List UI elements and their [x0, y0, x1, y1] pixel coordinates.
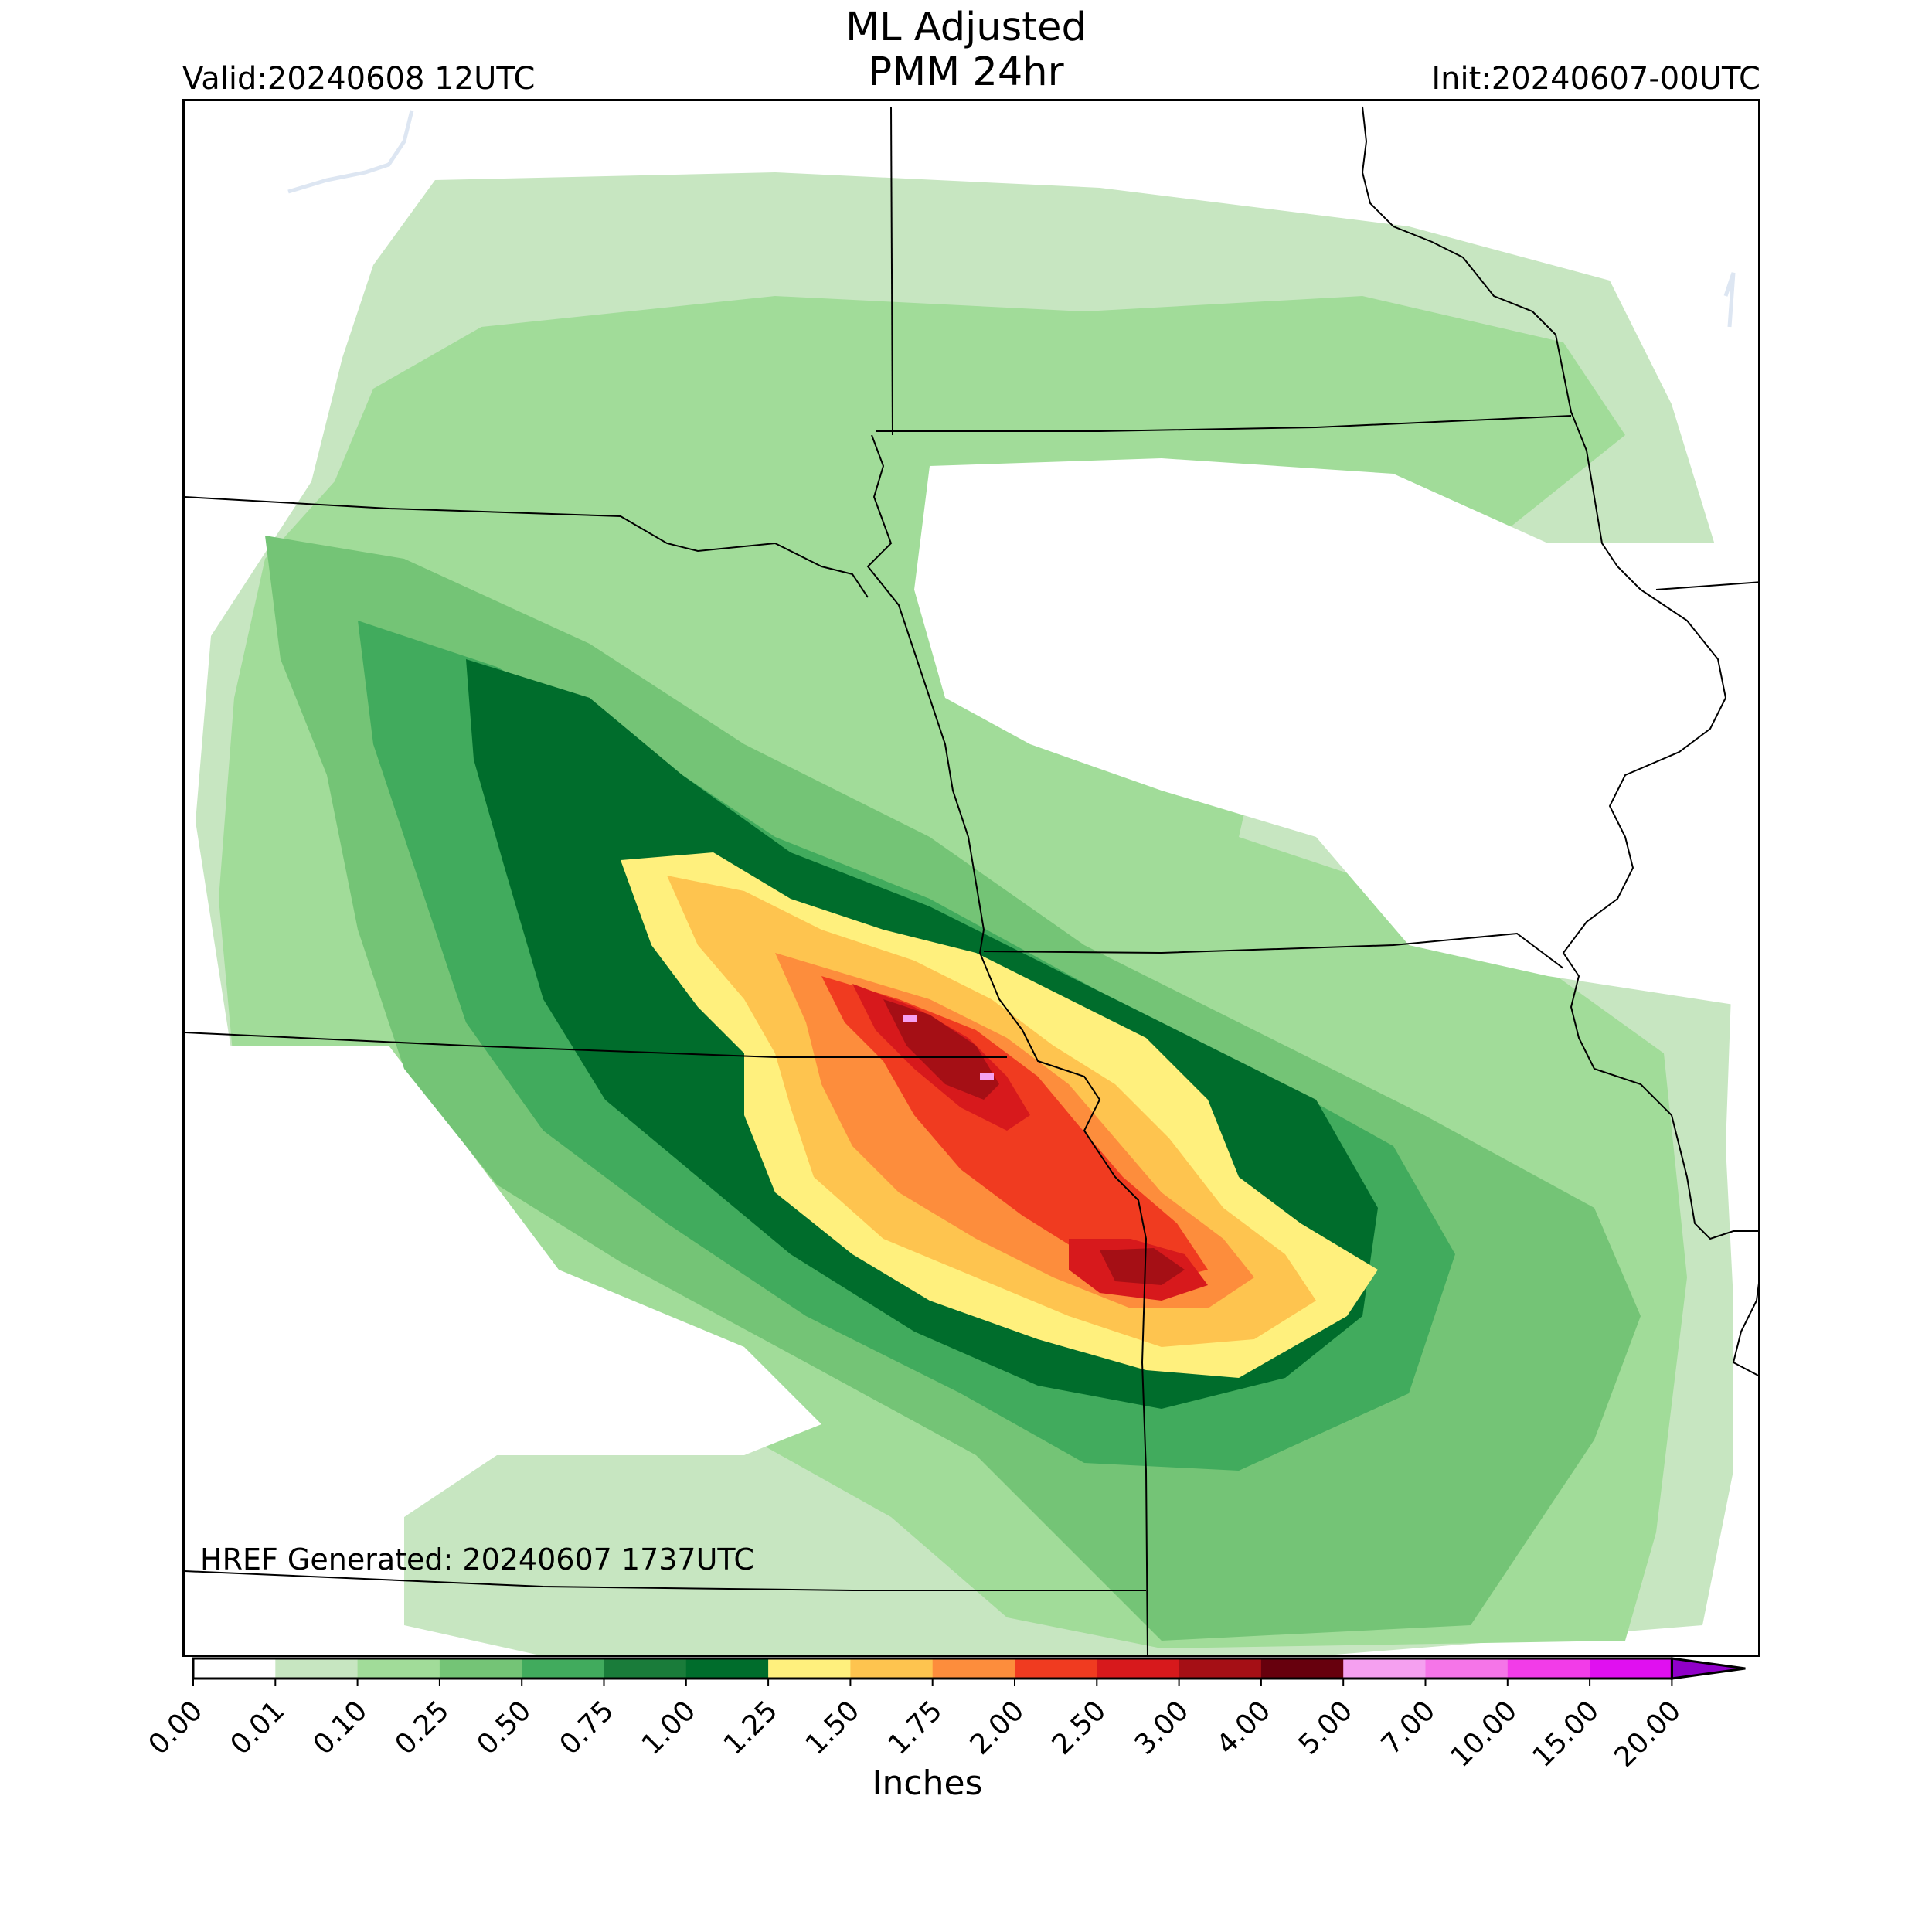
colorbar-cell: [1097, 1658, 1180, 1679]
colorbar-cell: [850, 1658, 934, 1679]
colorbar-cell: [1015, 1658, 1097, 1679]
colorbar-cell: [193, 1658, 276, 1679]
colorbar-cell: [1343, 1658, 1426, 1679]
colorbar-cell: [685, 1658, 769, 1679]
precip-field: [185, 106, 1758, 1655]
colorbar-cell: [1507, 1658, 1590, 1679]
colorbar-cell: [1590, 1658, 1672, 1679]
precip-max-1: [903, 1015, 917, 1022]
precip-band-2-50-b: [1100, 1248, 1185, 1285]
chart-title-line-1: ML Adjusted: [845, 5, 1087, 50]
valid-time-label: Valid:20240608 12UTC: [182, 61, 536, 97]
colorbar-cell: [357, 1658, 440, 1679]
precip-band-2-50: [883, 999, 999, 1100]
colorbar-extend-arrow: [1670, 1657, 1746, 1680]
colorbar-cell: [275, 1658, 359, 1679]
precip-gap-west: [185, 1046, 821, 1517]
precip-gap-north: [914, 458, 1749, 1007]
precip-max-2: [980, 1073, 994, 1080]
colorbar-cell: [439, 1658, 522, 1679]
init-time-label: Init:20240607-00UTC: [1431, 61, 1760, 97]
chart-title-line-2: PMM 24hr: [868, 49, 1064, 95]
colorbar-cell: [932, 1658, 1015, 1679]
colorbar-label: Inches: [872, 1764, 983, 1803]
colorbar-cell: [1425, 1658, 1509, 1679]
colorbar-cell: [522, 1658, 604, 1679]
colorbar-cell: [768, 1658, 851, 1679]
colorbar-cell: [604, 1658, 687, 1679]
precipitation-map: HREF Generated: 20240607 1737UTC: [182, 99, 1760, 1657]
colorbar-cell: [1260, 1658, 1344, 1679]
colorbar-cell: [1179, 1658, 1262, 1679]
state-boundaries: [185, 106, 1758, 1655]
lake-outline-nw: [287, 110, 414, 194]
lake-outline-ne: [1723, 272, 1736, 328]
generated-time-label: HREF Generated: 20240607 1737UTC: [200, 1543, 754, 1577]
